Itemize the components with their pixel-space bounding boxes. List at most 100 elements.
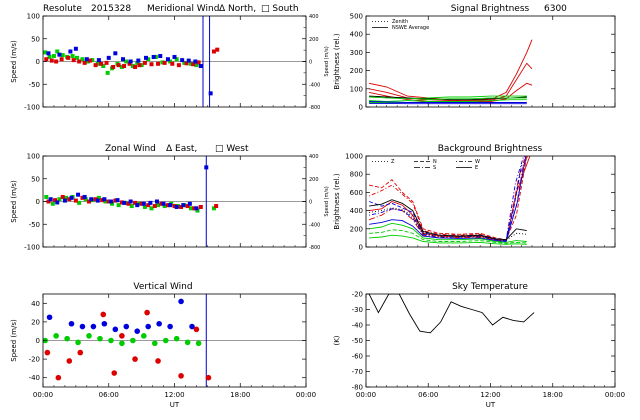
y-axis-label: Brightness (rel.) [333, 173, 341, 229]
series-line [368, 294, 535, 334]
data-point [141, 201, 146, 206]
data-point [161, 201, 166, 206]
data-point [119, 333, 125, 339]
data-point [44, 57, 49, 62]
y-tick-label: -70 [352, 368, 363, 376]
y-tick-label: 40 [31, 300, 40, 308]
data-point [133, 64, 138, 69]
data-point [111, 370, 118, 376]
y-tick-label: -40 [29, 374, 40, 382]
data-point [116, 203, 121, 208]
x-tick-label: 06:00 [99, 391, 119, 399]
y-right-axis-label: Speed (m/s) [324, 46, 330, 76]
data-point [188, 61, 193, 66]
data-point [119, 64, 124, 69]
series-line [369, 234, 527, 245]
x-tick-label: 12:00 [164, 391, 184, 399]
data-point [104, 60, 109, 65]
data-point [48, 197, 53, 202]
data-point [182, 60, 187, 65]
data-point [64, 335, 70, 342]
data-point [139, 63, 144, 68]
data-point [146, 57, 151, 62]
panel-sky: Sky Temperature -80 -70 -60 -50 -40 -30 -20 00:0… [333, 282, 625, 409]
panel-data-layer [369, 39, 533, 105]
data-point [158, 54, 163, 59]
data-point [151, 340, 158, 347]
panel-vertical: Vertical Wind -40 -20 0 20 40 00:00 06:00 12:00 1… [10, 282, 316, 409]
data-point [198, 204, 203, 209]
data-point [122, 64, 127, 69]
y-tick-label: -50 [29, 81, 40, 89]
y-tick-label: 200 [350, 225, 363, 233]
panel-title-part: Signal Brightness [451, 4, 530, 14]
y-right-tick-label: -800 [309, 105, 320, 111]
data-point [144, 309, 150, 316]
y-tick-label: 300 [350, 49, 363, 57]
data-point [108, 199, 113, 204]
data-point [154, 199, 159, 204]
y-tick-label: -50 [352, 337, 363, 345]
data-point [170, 61, 175, 66]
data-point [55, 374, 62, 381]
data-point [205, 374, 212, 381]
data-point [93, 63, 98, 68]
x-tick-label: 06:00 [418, 391, 438, 399]
data-point [106, 199, 111, 204]
y-tick-label: -80 [352, 384, 363, 392]
y-tick-label: 400 [350, 31, 363, 39]
series-line [369, 95, 527, 100]
data-point [53, 333, 59, 339]
y-tick-label: -100 [24, 104, 40, 112]
data-point [172, 54, 177, 59]
data-point [101, 64, 106, 69]
panel-data-layer [43, 294, 306, 387]
data-point [194, 206, 199, 211]
y-tick-label: -40 [352, 322, 363, 330]
y-tick-label: 100 [350, 85, 363, 93]
data-point [211, 49, 216, 54]
data-point [192, 206, 197, 211]
series-line [369, 156, 527, 242]
y-tick-label: 400 [350, 207, 363, 215]
y-tick-label: 0 [359, 244, 363, 252]
data-point [130, 337, 136, 344]
data-point [77, 349, 84, 356]
series-line [369, 97, 527, 102]
data-point [59, 57, 64, 62]
data-point [102, 197, 107, 202]
data-point [76, 192, 81, 197]
data-point [106, 55, 111, 60]
data-point [90, 323, 97, 330]
data-point [116, 63, 121, 68]
data-point [80, 195, 85, 200]
data-point [132, 356, 138, 362]
data-point [100, 198, 105, 203]
y-axis-label: Speed (m/s) [10, 319, 18, 362]
legend-label: Z [391, 159, 395, 165]
data-point [69, 195, 74, 200]
data-point [149, 206, 154, 211]
data-point [128, 59, 133, 64]
data-point [184, 339, 191, 346]
y-tick-label: 600 [350, 189, 363, 197]
x-tick-label: 00:00 [605, 391, 625, 399]
data-point [186, 58, 191, 63]
data-point [64, 195, 69, 200]
panel-title-part: Sky Temperature [452, 282, 528, 292]
data-point [113, 198, 118, 203]
data-point [95, 61, 100, 66]
x-tick-label: 00:00 [356, 391, 376, 399]
x-tick-label: 18:00 [230, 391, 250, 399]
data-point [184, 61, 189, 66]
y-right-tick-label: 0 [309, 60, 312, 66]
data-point [46, 199, 51, 204]
data-point [185, 204, 190, 209]
x-tick-label: 00:00 [33, 391, 53, 399]
y-tick-label: -20 [352, 291, 363, 299]
data-point [84, 57, 89, 62]
x-axis-label: UT [170, 401, 180, 409]
data-point [79, 323, 86, 330]
y-tick-label: 50 [31, 35, 40, 43]
y-right-axis-label: Speed (m/s) [324, 186, 330, 216]
